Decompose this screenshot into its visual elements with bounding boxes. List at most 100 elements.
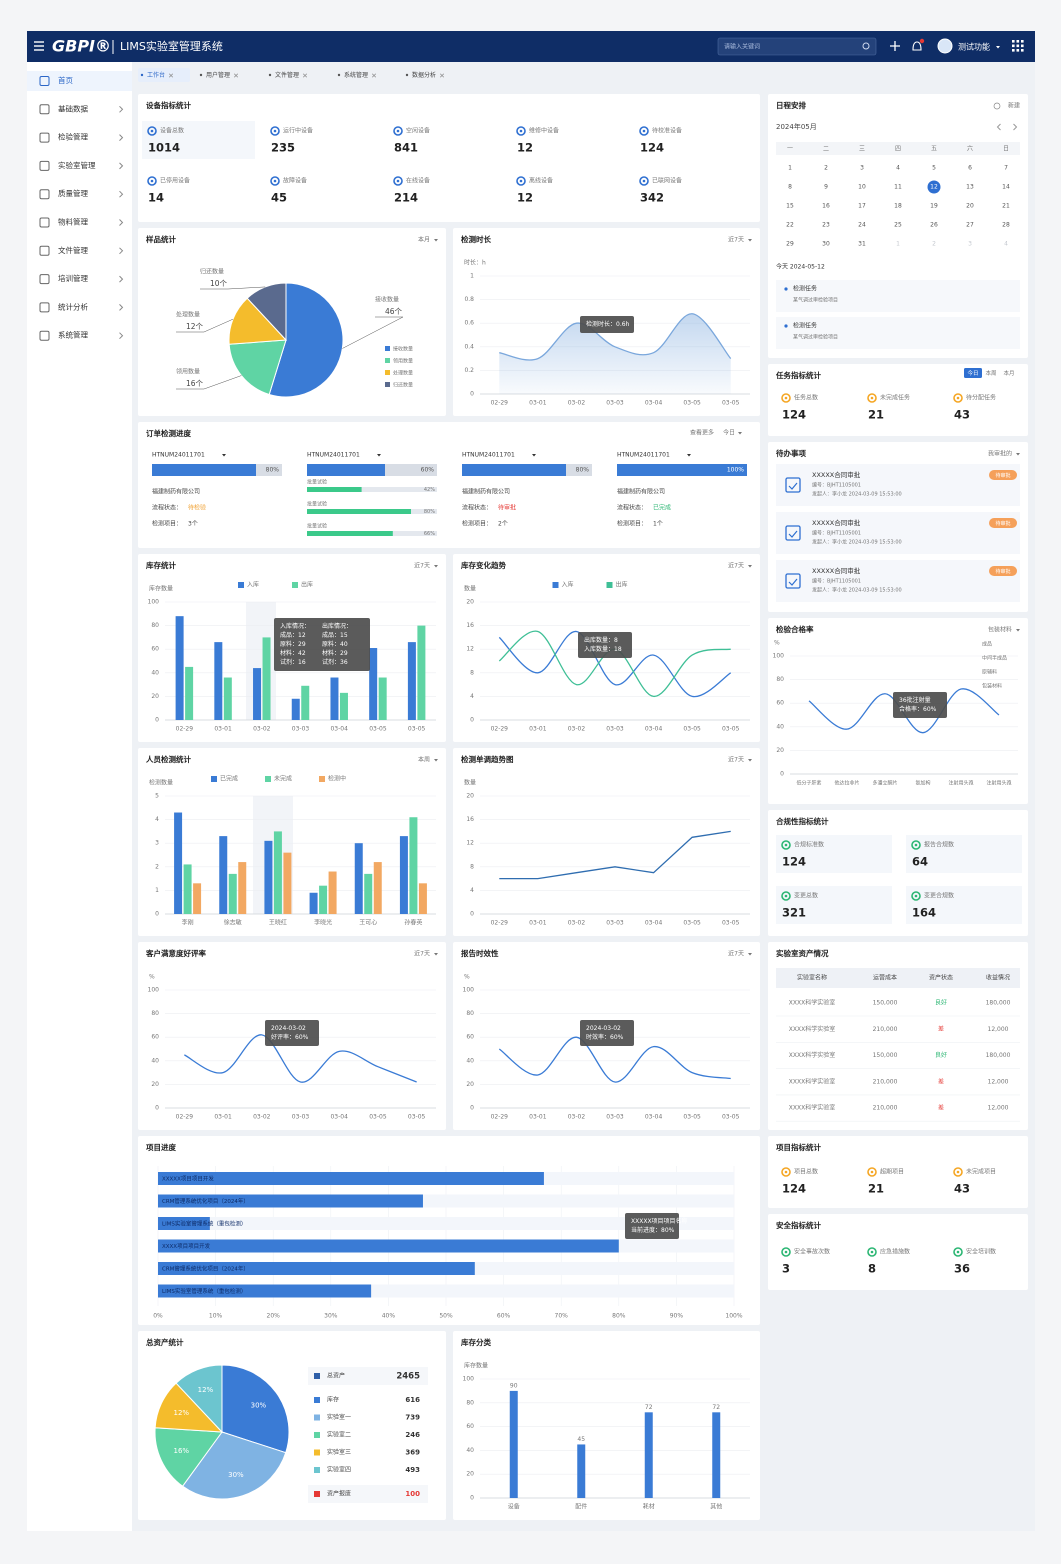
calendar-day[interactable]: 16 <box>822 203 830 210</box>
panel-filter[interactable]: 本周 <box>418 756 430 764</box>
search-icon[interactable] <box>862 42 870 50</box>
x-tick-label: 耗材 <box>643 1503 655 1511</box>
tab[interactable]: 用户管理 <box>206 71 230 79</box>
todo-code: 编号：BJHT1105001 <box>812 578 861 585</box>
period-tab[interactable]: 本周 <box>985 369 996 377</box>
period-tab[interactable]: 今日 <box>967 369 978 377</box>
panel-filter[interactable]: 近7天 <box>728 950 744 958</box>
more-link[interactable]: 查看更多 <box>690 429 714 437</box>
calendar-day[interactable]: 21 <box>1002 203 1010 210</box>
tab-close[interactable] <box>439 73 445 78</box>
avatar[interactable] <box>937 38 953 54</box>
order-id[interactable]: HTNUM24011701 <box>462 452 515 459</box>
apps-icon[interactable] <box>1012 44 1015 48</box>
todo-card[interactable] <box>776 560 1020 602</box>
panel-filter[interactable]: 近7天 <box>414 950 430 958</box>
calendar-day[interactable]: 26 <box>930 222 938 229</box>
calendar-day[interactable]: 13 <box>966 184 974 191</box>
calendar-day[interactable]: 29 <box>786 241 794 248</box>
new-button[interactable]: 新建 <box>1008 102 1020 110</box>
calendar-day[interactable]: 22 <box>786 222 794 229</box>
calendar-day[interactable]: 2 <box>932 241 936 248</box>
menu-item[interactable]: 培训管理 <box>58 273 88 283</box>
order-id[interactable]: HTNUM24011701 <box>152 452 205 459</box>
dropdown-caret <box>532 454 536 457</box>
todo-card[interactable] <box>776 512 1020 554</box>
menu-item[interactable]: 基础数据 <box>58 103 88 113</box>
calendar-day[interactable]: 9 <box>824 184 828 191</box>
tab[interactable]: 工作台 <box>147 71 165 79</box>
search-box[interactable] <box>717 37 877 56</box>
panel-filter[interactable]: 近7天 <box>414 562 430 570</box>
panel-filter[interactable]: 近7天 <box>728 562 744 570</box>
order-id[interactable]: HTNUM24011701 <box>617 452 670 459</box>
calendar-day[interactable]: 4 <box>896 165 900 172</box>
x-tick-label: 03-01 <box>529 726 547 733</box>
calendar-day[interactable]: 6 <box>968 165 972 172</box>
menu-item[interactable]: 实验室管理 <box>58 160 96 170</box>
calendar-day[interactable]: 4 <box>1004 241 1008 248</box>
panel-filter[interactable]: 我审批的 <box>988 450 1012 458</box>
calendar-day[interactable]: 11 <box>894 184 902 191</box>
order-id[interactable]: HTNUM24011701 <box>307 452 360 459</box>
apps-icon[interactable] <box>1016 40 1020 43</box>
calendar-day[interactable]: 23 <box>822 222 830 229</box>
menu-item[interactable]: 系统管理 <box>58 330 88 340</box>
calendar-day[interactable]: 17 <box>858 203 866 210</box>
calendar-day[interactable]: 1 <box>896 241 900 248</box>
apps-icon[interactable] <box>1012 40 1015 43</box>
calendar-day[interactable]: 18 <box>894 203 902 210</box>
apps-icon[interactable] <box>1021 44 1024 48</box>
period-tab[interactable]: 本月 <box>1003 369 1014 377</box>
calendar-day[interactable]: 24 <box>858 222 866 229</box>
menu-item[interactable]: 质量管理 <box>58 188 88 198</box>
bell-icon[interactable] <box>912 41 922 51</box>
calendar-day[interactable]: 7 <box>1004 165 1008 172</box>
calendar-day[interactable]: 3 <box>968 241 972 248</box>
tab-close[interactable] <box>168 73 174 78</box>
apps-icon[interactable] <box>1016 49 1020 52</box>
calendar-day[interactable]: 20 <box>966 203 974 210</box>
calendar-day[interactable]: 14 <box>1002 184 1010 191</box>
calendar-day[interactable]: 31 <box>858 241 866 248</box>
calendar-day[interactable]: 27 <box>966 222 974 229</box>
tab-close[interactable] <box>233 73 239 78</box>
calendar-day[interactable]: 2 <box>824 165 828 172</box>
apps-icon[interactable] <box>1012 49 1015 52</box>
calendar-day[interactable]: 12 <box>930 184 938 191</box>
calendar-day[interactable]: 3 <box>860 165 864 172</box>
stat-icon <box>911 840 921 850</box>
calendar-day[interactable]: 15 <box>786 203 794 210</box>
add-icon[interactable] <box>890 41 900 51</box>
panel-filter[interactable]: 近7天 <box>728 236 744 244</box>
calendar-day[interactable]: 8 <box>788 184 792 191</box>
tab[interactable]: 文件管理 <box>275 71 299 79</box>
apps-icon[interactable] <box>1021 49 1024 52</box>
calendar-day[interactable]: 1 <box>788 165 792 172</box>
apps-icon[interactable] <box>1016 44 1020 48</box>
menu-item[interactable]: 文件管理 <box>58 245 88 255</box>
apps-icon[interactable] <box>1021 40 1024 43</box>
calendar-day[interactable]: 30 <box>822 241 830 248</box>
panel-filter[interactable]: 包装材料 <box>988 626 1012 634</box>
calendar-day[interactable]: 28 <box>1002 222 1010 229</box>
calendar-day[interactable]: 10 <box>858 184 866 191</box>
menu-item[interactable]: 统计分析 <box>58 301 88 311</box>
todo-card[interactable] <box>776 464 1020 506</box>
calendar-day[interactable]: 25 <box>894 222 902 229</box>
stat-icon-dot <box>784 1250 788 1254</box>
panel-filter[interactable]: 本月 <box>418 236 430 244</box>
menu-item[interactable]: 物料管理 <box>58 217 88 227</box>
menu-item[interactable]: 首页 <box>58 75 73 85</box>
panel-filter[interactable]: 近7天 <box>728 756 744 764</box>
tab[interactable]: 系统管理 <box>344 71 368 79</box>
tab[interactable]: 数据分析 <box>412 71 436 79</box>
calendar-day[interactable]: 19 <box>930 203 938 210</box>
calendar-day[interactable]: 5 <box>932 165 936 172</box>
slice-label: 30% <box>228 1471 244 1479</box>
tab-close[interactable] <box>371 73 377 78</box>
period-filter[interactable]: 今日 <box>723 429 735 437</box>
user-name[interactable]: 测试功能 <box>958 42 990 52</box>
menu-item[interactable]: 检验管理 <box>58 132 88 142</box>
tab-close[interactable] <box>302 73 308 78</box>
